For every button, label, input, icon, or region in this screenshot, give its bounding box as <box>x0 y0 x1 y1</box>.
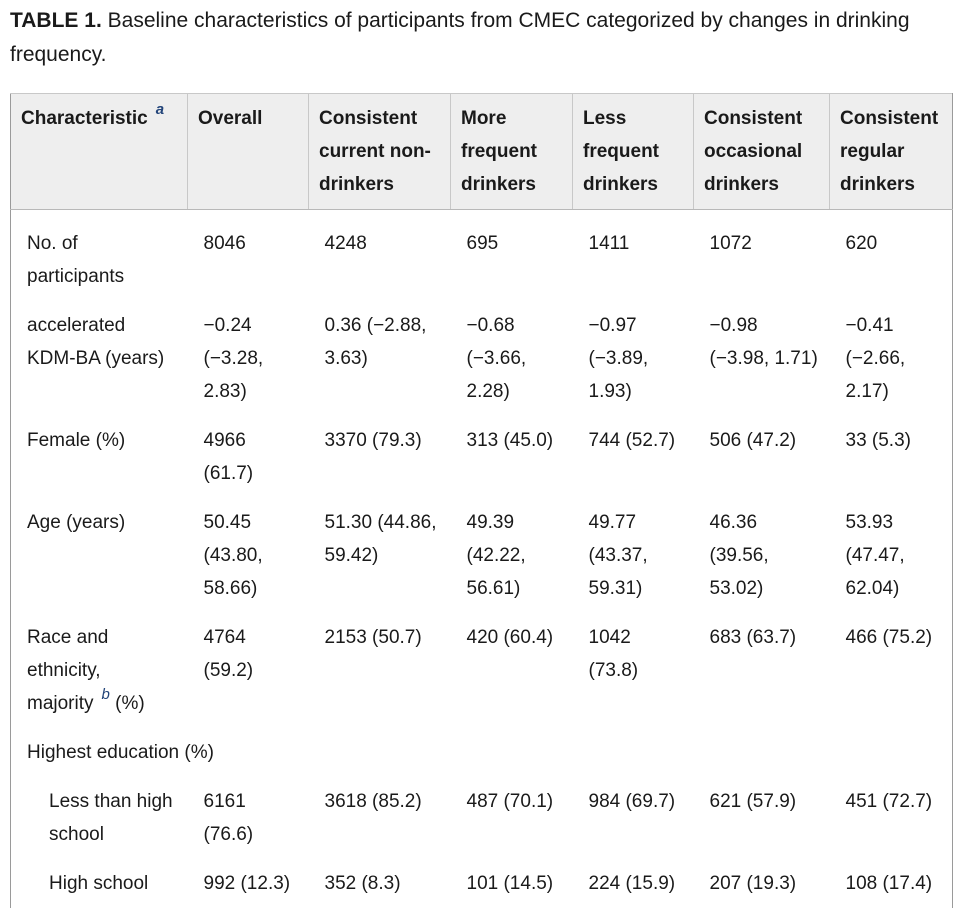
table-cell: 4764 (59.2) <box>203 627 254 681</box>
cell-text: Characteristic <box>21 108 148 129</box>
table-cell: 224 (15.9) <box>588 873 676 894</box>
table-cell: 352 (8.3) <box>324 873 401 894</box>
table-cell: −0.68 (−3.66, 2.28) <box>466 315 527 402</box>
table-row: Race and ethnicity, majority b (%) 4764 (5… <box>10 613 953 728</box>
table-cell: 4248 <box>324 233 367 254</box>
caption-text: Baseline characteristics of participants… <box>10 9 910 66</box>
table-cell: 1072 <box>709 233 752 254</box>
table-cell: 101 (14.5) <box>466 873 554 894</box>
cell-text: Race and ethnicity, majority <box>27 627 109 714</box>
table-row: Highest education (%) <box>10 728 953 777</box>
table-cell: 8046 <box>203 233 246 254</box>
table-cell: 313 (45.0) <box>466 430 554 451</box>
table-cell: 50.45 (43.80, 58.66) <box>203 512 263 599</box>
table-cell: 51.30 (44.86, 59.42) <box>324 512 437 566</box>
header-cell: Consistent current non-drinkers <box>308 93 451 210</box>
header-cell: Overall <box>187 93 309 210</box>
table-cell: 487 (70.1) <box>466 791 554 812</box>
table-cell: 695 <box>466 233 499 254</box>
header-cell: Consistent occasional drinkers <box>693 93 830 210</box>
table-cell: 506 (47.2) <box>709 430 797 451</box>
table-cell: 1042 (73.8) <box>588 627 639 681</box>
row-label: Less than high school <box>10 777 188 859</box>
table-cell: 466 (75.2) <box>829 613 953 728</box>
table-cell: 3618 (85.2) <box>324 791 422 812</box>
table-caption: TABLE 1. Baseline characteristics of par… <box>10 4 940 72</box>
table-cell: 744 (52.7) <box>588 430 676 451</box>
table-cell: 621 (57.9) <box>709 791 797 812</box>
header-row: Characteristic a Overall Consistent current… <box>10 93 953 210</box>
table-row: No. of participants 8046 4248 695 1411 1072 62… <box>10 209 953 301</box>
row-label: Highest education (%) <box>10 728 953 777</box>
table-cell: 683 (63.7) <box>709 627 797 648</box>
table-cell: 0.36 (−2.88, 3.63) <box>324 315 427 369</box>
table-row: Female (%) 4966 (61.7) 3370 (79.3) 313 (45.… <box>10 416 953 498</box>
table-cell: 3370 (79.3) <box>324 430 422 451</box>
footnote-mark: b <box>101 686 110 703</box>
table-cell: −0.41 (−2.66, 2.17) <box>829 301 953 416</box>
data-table: Characteristic a Overall Consistent current… <box>10 93 953 908</box>
row-label: High school <box>10 859 188 908</box>
table-row: High school 992 (12.3) 352 (8.3) 101 (14.5)… <box>10 859 953 908</box>
table-body: No. of participants 8046 4248 695 1411 1072 62… <box>10 209 953 908</box>
table-row: Age (years) 50.45 (43.80, 58.66) 51.30 (44… <box>10 498 953 613</box>
row-label: Age (years) <box>10 498 188 613</box>
table-cell: 420 (60.4) <box>466 627 554 648</box>
table-header: Characteristic a Overall Consistent current… <box>10 93 953 210</box>
table-row: Less than high school 6161 (76.6) 3618 (85… <box>10 777 953 859</box>
table-cell: 6161 (76.6) <box>203 791 254 845</box>
row-label: Race and ethnicity, majority b (%) <box>10 613 188 728</box>
header-cell: Characteristic a <box>10 93 188 210</box>
table-cell: 451 (72.7) <box>829 777 953 859</box>
table-cell: 49.39 (42.22, 56.61) <box>466 512 526 599</box>
row-label: accelerated KDM-BA (years) <box>10 301 188 416</box>
table-cell: −0.97 (−3.89, 1.93) <box>588 315 649 402</box>
table-cell: 53.93 (47.47, 62.04) <box>829 498 953 613</box>
caption-label: TABLE 1. <box>10 9 102 32</box>
footnote-mark: a <box>155 101 165 118</box>
header-cell: Less frequent drinkers <box>572 93 694 210</box>
table-cell: 1411 <box>588 233 630 254</box>
header-cell: Consistent regular drinkers <box>829 93 953 210</box>
table-cell: −0.98 (−3.98, 1.71) <box>709 315 818 369</box>
table-cell: 207 (19.3) <box>709 873 797 894</box>
table-cell: 49.77 (43.37, 59.31) <box>588 512 648 599</box>
row-label: Female (%) <box>10 416 188 498</box>
table-cell: 620 <box>829 209 953 301</box>
table-cell: 33 (5.3) <box>829 416 953 498</box>
table-cell: 992 (12.3) <box>203 873 291 894</box>
table-cell: 984 (69.7) <box>588 791 676 812</box>
cell-text: (%) <box>115 693 145 714</box>
table-cell: −0.24 (−3.28, 2.83) <box>203 315 264 402</box>
header-cell: More frequent drinkers <box>450 93 573 210</box>
row-label: No. of participants <box>10 209 188 301</box>
table-cell: 108 (17.4) <box>829 859 953 908</box>
table-cell: 2153 (50.7) <box>324 627 422 648</box>
table-cell: 4966 (61.7) <box>203 430 254 484</box>
table-row: accelerated KDM-BA (years) −0.24 (−3.28, … <box>10 301 953 416</box>
table-cell: 46.36 (39.56, 53.02) <box>709 512 769 599</box>
